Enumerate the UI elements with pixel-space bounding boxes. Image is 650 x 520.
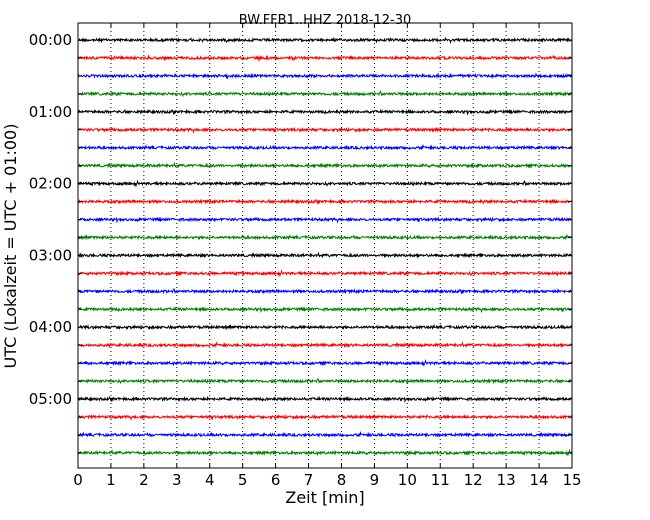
x-tick-label: 15 — [562, 471, 581, 489]
trace-02:30 — [77, 216, 573, 224]
grid-lines — [110, 23, 540, 468]
y-tick-label: 02:00 — [29, 175, 72, 193]
trace-05:15 — [77, 413, 573, 422]
trace-05:00 — [77, 395, 573, 403]
x-tick-label: 12 — [464, 471, 483, 489]
seismic-traces — [77, 36, 573, 457]
trace-03:30 — [77, 287, 573, 295]
plot-frame — [77, 22, 573, 469]
x-tick-label: 11 — [431, 471, 450, 489]
x-tick-label: 9 — [370, 471, 380, 489]
y-tick-label: 00:00 — [29, 31, 72, 49]
x-tick-label: 7 — [304, 471, 314, 489]
chart-title: BW.FFB1..HHZ 2018-12-30 — [239, 13, 412, 28]
y-tick-label: 03:00 — [29, 246, 72, 264]
x-tick-label: 4 — [205, 471, 215, 489]
trace-01:15 — [77, 126, 573, 134]
x-tick-label: 2 — [139, 471, 149, 489]
x-tick-label: 0 — [73, 471, 83, 489]
trace-04:30 — [77, 358, 573, 368]
trace-04:15 — [77, 341, 573, 349]
trace-01:30 — [77, 143, 573, 151]
x-tick-label: 13 — [497, 471, 516, 489]
y-axis-ticks: 00:00 01:00 02:00 03:00 04:00 05:00 — [29, 31, 572, 454]
trace-04:00 — [77, 323, 573, 331]
y-tick-label: 05:00 — [29, 390, 72, 408]
x-tick-label: 8 — [337, 471, 347, 489]
x-axis-ticks: 0 1 2 3 4 5 6 7 8 9 10 11 12 13 14 15 — [73, 23, 582, 489]
x-axis-label: Zeit [min] — [285, 488, 364, 507]
y-axis-label: UTC (Lokalzeit = UTC + 01:00) — [1, 124, 20, 369]
trace-02:45 — [77, 233, 573, 241]
trace-00:30 — [77, 72, 573, 80]
trace-03:45 — [77, 306, 573, 314]
x-tick-label: 6 — [271, 471, 281, 489]
trace-02:00 — [77, 179, 573, 188]
x-tick-label: 1 — [106, 471, 116, 489]
trace-01:45 — [77, 161, 573, 169]
trace-05:45 — [77, 448, 573, 457]
trace-05:30 — [77, 430, 573, 438]
y-tick-label: 01:00 — [29, 103, 72, 121]
trace-00:45 — [77, 90, 573, 98]
trace-04:45 — [77, 377, 573, 385]
trace-01:00 — [77, 108, 573, 116]
trace-02:15 — [77, 198, 573, 205]
trace-03:00 — [77, 251, 573, 259]
trace-00:15 — [77, 54, 573, 63]
x-tick-label: 3 — [172, 471, 182, 489]
trace-00:00 — [77, 36, 573, 45]
y-tick-label: 04:00 — [29, 318, 72, 336]
trace-03:15 — [77, 269, 573, 278]
x-tick-label: 10 — [398, 471, 417, 489]
x-tick-label: 5 — [238, 471, 248, 489]
x-tick-label: 14 — [530, 471, 549, 489]
